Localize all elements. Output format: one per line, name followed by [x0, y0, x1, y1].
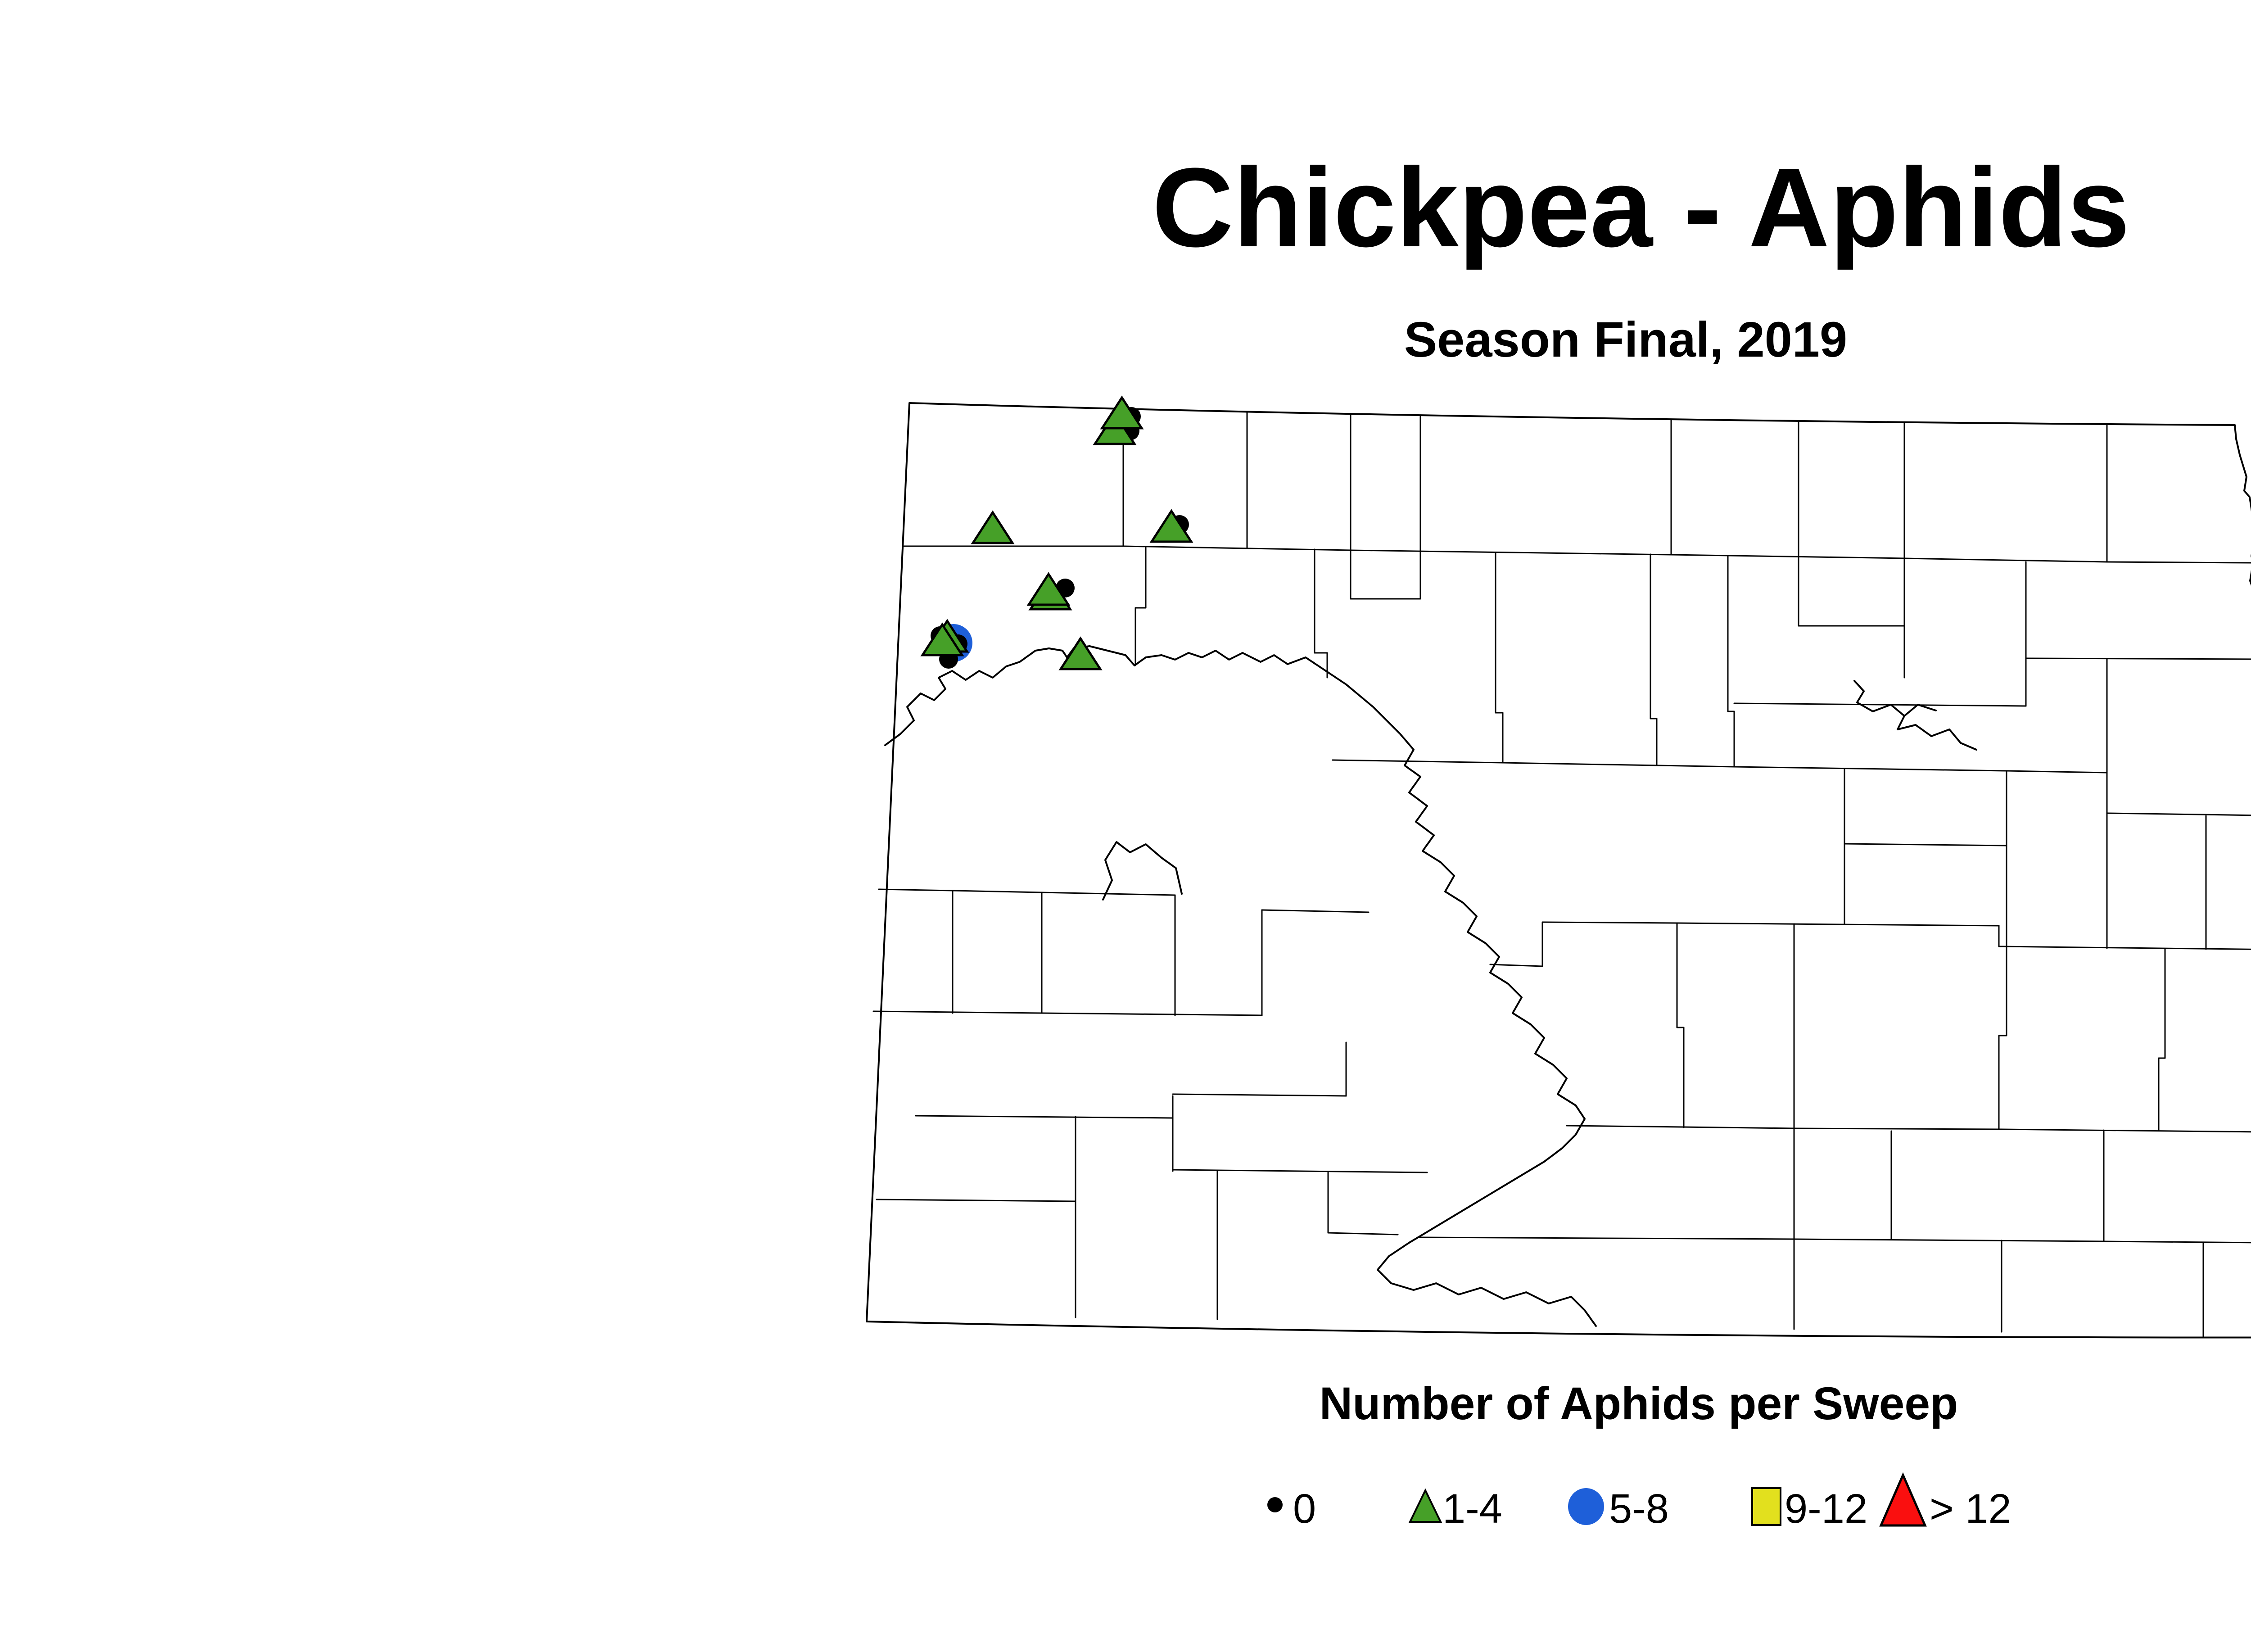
legend-triangle-icon	[1408, 1488, 1442, 1523]
legend-symbols	[1267, 1472, 1927, 1527]
missouri-river	[884, 645, 1597, 1327]
marker-triangle-1-4	[1026, 572, 1071, 606]
marker-triangle-1-4	[920, 622, 964, 656]
legend-large-triangle-icon	[1879, 1472, 1927, 1527]
legend-label-gt-12: > 12	[1930, 1486, 2011, 1532]
legend-label-9-12: 9-12	[1785, 1486, 1867, 1532]
marker-triangle-1-4	[971, 510, 1015, 544]
little-missouri-river	[1102, 841, 1183, 901]
legend-labels: 0 1-4 5-8 9-12 > 12	[1293, 1486, 2011, 1532]
legend-circle-icon	[1568, 1488, 1604, 1525]
legend-square-icon	[1751, 1487, 1781, 1526]
state-outline	[866, 402, 2251, 1339]
legend-label-1-4: 1-4	[1442, 1486, 1502, 1532]
legend-label-5-8: 5-8	[1609, 1486, 1669, 1532]
legend-title: Number of Aphids per Sweep	[1319, 1378, 1958, 1429]
legend-dot-icon	[1267, 1497, 1283, 1512]
legend-label-0: 0	[1293, 1486, 1316, 1532]
page-title: Chickpea - Aphids	[1152, 145, 2130, 270]
marker-triangle-1-4	[1149, 509, 1193, 543]
devils-lake	[1853, 680, 1977, 751]
devils-lake-arm	[1903, 704, 1937, 717]
marker-triangle-1-4	[1058, 636, 1103, 670]
county-boundaries	[872, 408, 2251, 1337]
marker-triangle-1-4	[1100, 395, 1144, 430]
rivers-and-lakes	[884, 645, 1977, 1327]
marker-layer	[920, 395, 1193, 670]
page-subtitle: Season Final, 2019	[1404, 312, 1848, 367]
